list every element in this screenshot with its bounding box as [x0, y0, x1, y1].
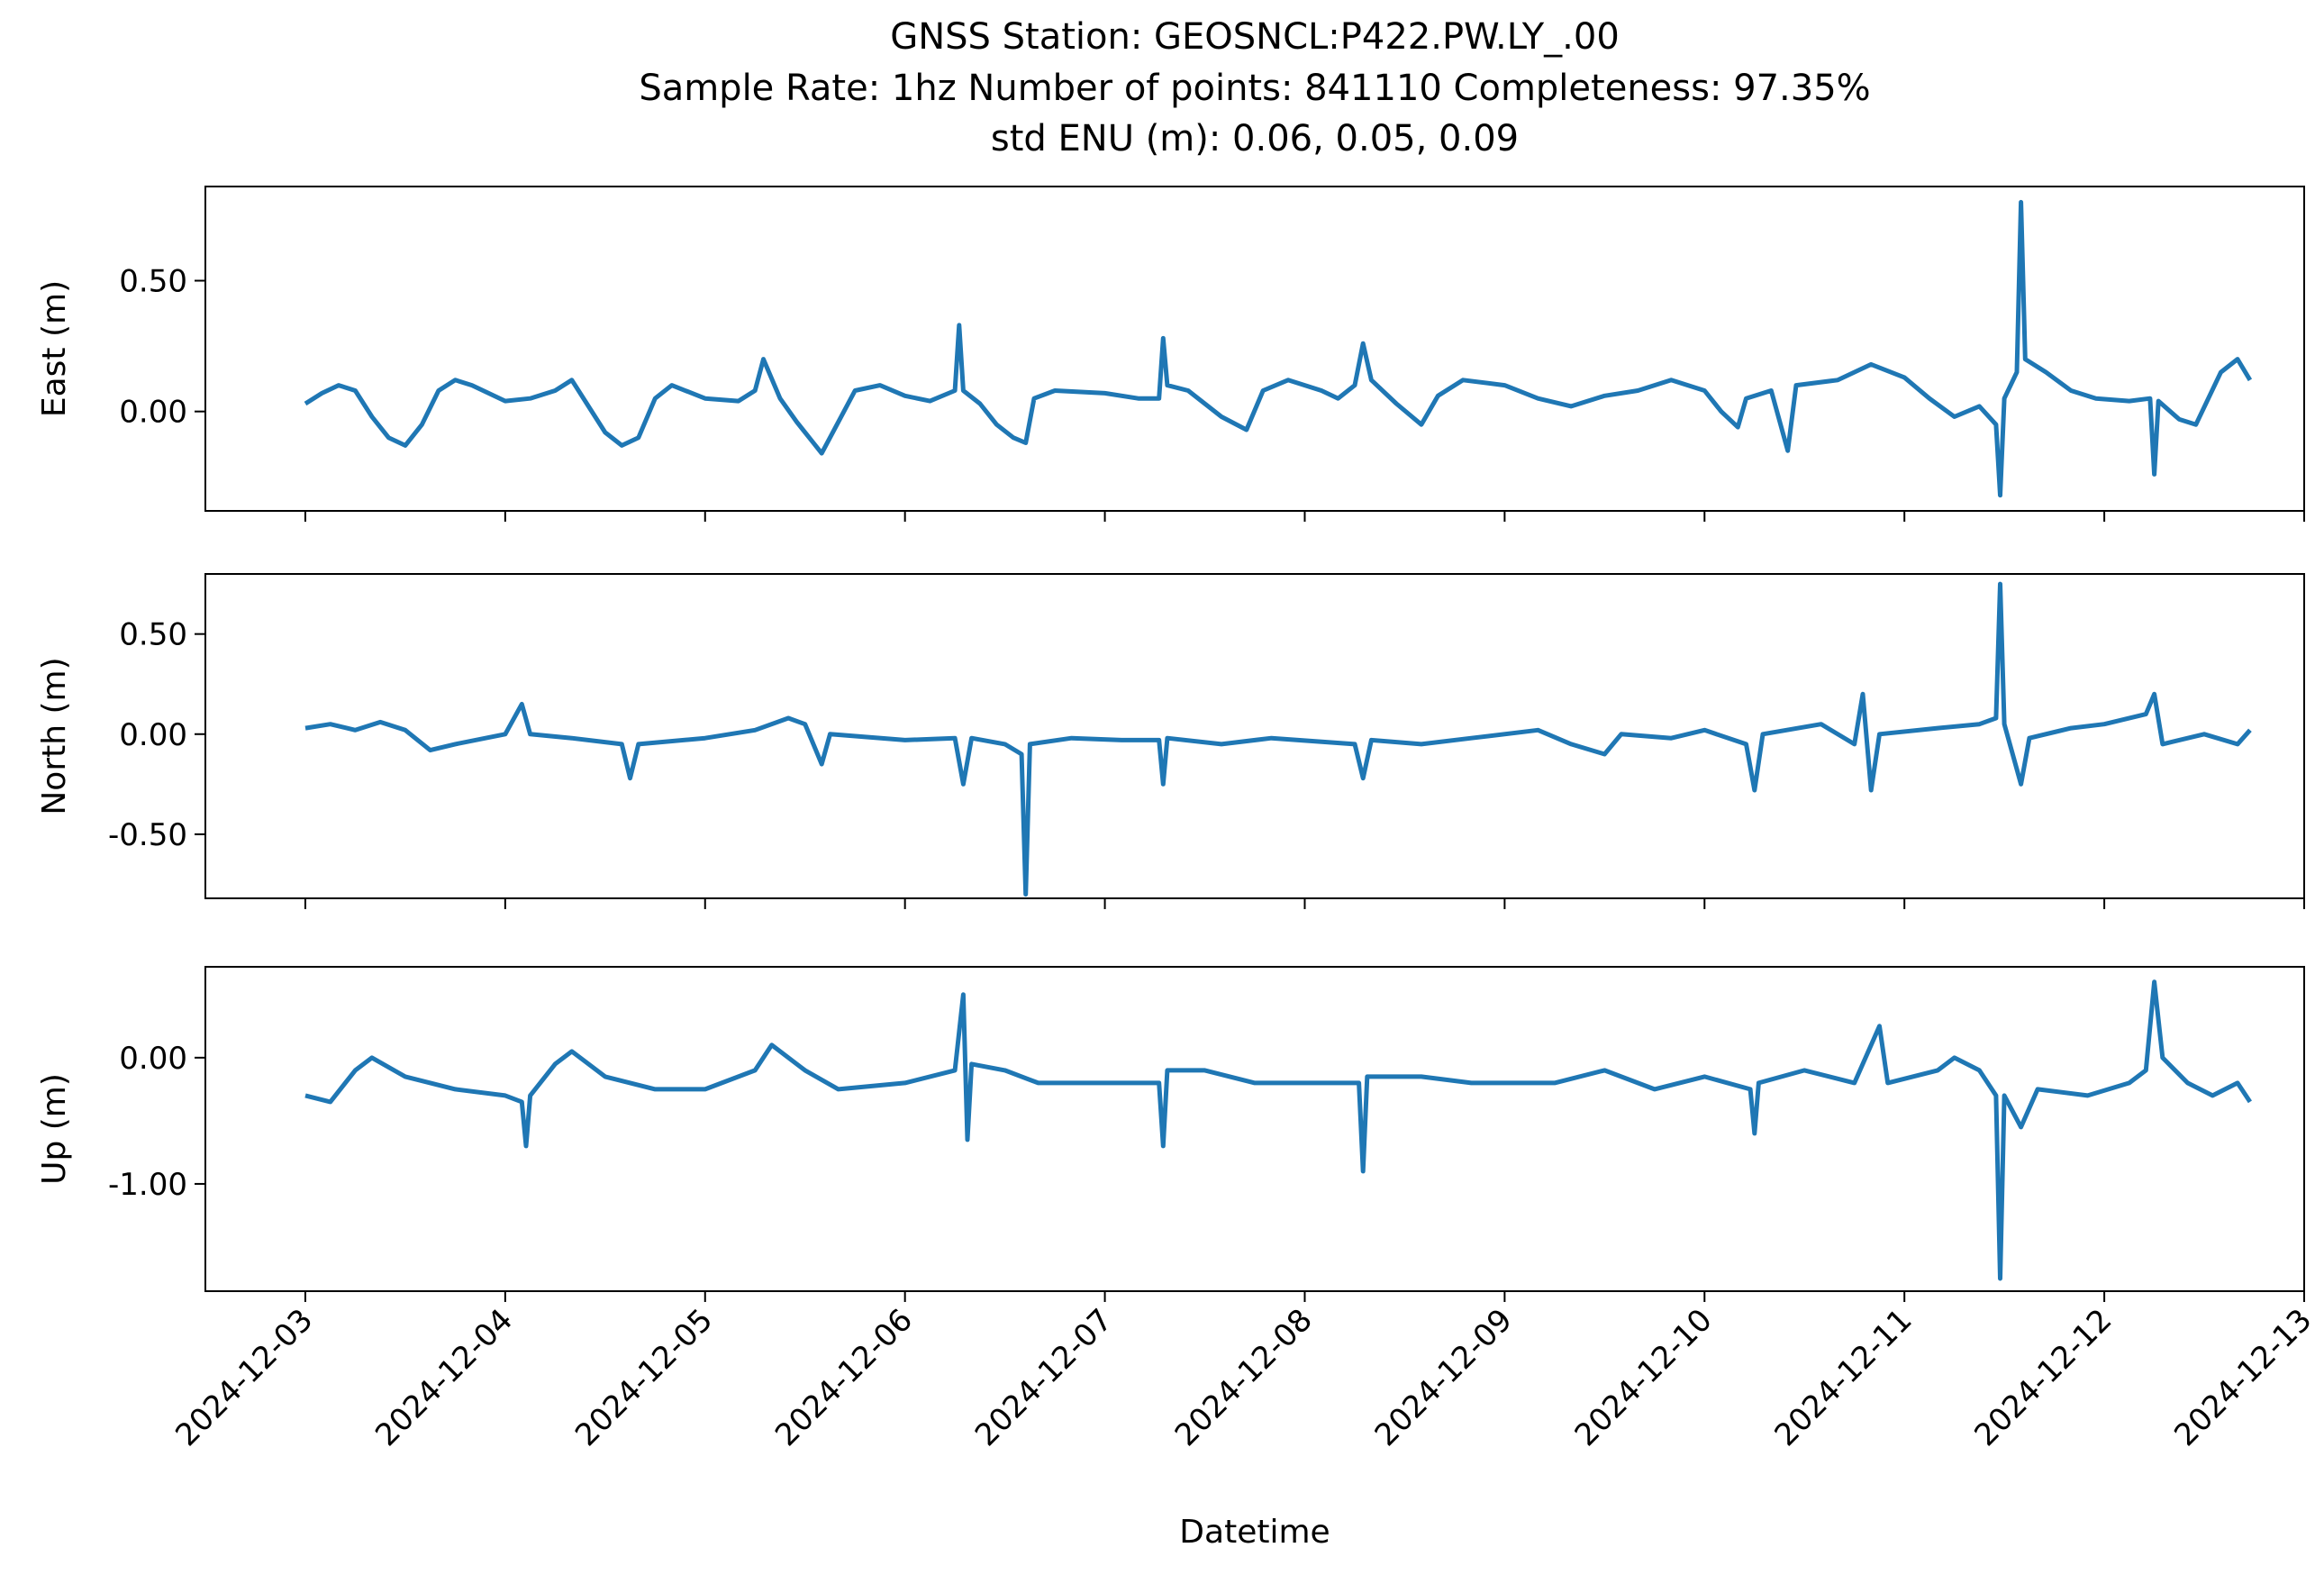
y-tick-label: 0.00 [119, 395, 187, 431]
axes-frame [204, 966, 2305, 1292]
x-tick-label: 2024-12-05 [568, 1302, 720, 1453]
title-line-3: std ENU (m): 0.06, 0.05, 0.09 [991, 118, 1519, 159]
axes-frame [204, 186, 2305, 512]
series-line-0 [304, 199, 2253, 498]
series-line-2 [304, 979, 2252, 1281]
x-tick-label: 2024-12-10 [1568, 1302, 1720, 1453]
y-tick-label: -1.00 [108, 1167, 187, 1203]
x-tick-label: 2024-12-07 [968, 1302, 1120, 1453]
y-axis-label: East (m) [36, 280, 73, 417]
x-tick-label: 2024-12-03 [168, 1302, 320, 1453]
y-tick-label: -0.50 [108, 817, 187, 853]
axes-frame [204, 573, 2305, 899]
series-line-1 [304, 581, 2252, 897]
panel-2: 0.00 -1.00 Up (m) 2024-12-03 2024-12-04 2024-… [36, 966, 2319, 1453]
y-axis-label: Up (m) [36, 1073, 73, 1185]
y-tick-label: 0.50 [119, 617, 187, 653]
title-line-2: Sample Rate: 1hz Number of points: 84111… [639, 68, 1870, 109]
y-axis-label: North (m) [36, 657, 73, 815]
title-line-1: GNSS Station: GEOSNCL:P422.PW.LY_.00 [890, 16, 1620, 58]
x-tick-label: 2024-12-09 [1368, 1302, 1520, 1453]
figure-title: GNSS Station: GEOSNCL:P422.PW.LY_.00 Sam… [639, 16, 1870, 159]
x-tick-label: 2024-12-11 [1768, 1302, 1920, 1453]
x-tick-label: 2024-12-08 [1168, 1302, 1320, 1453]
panel-0: 0.50 0.00 East (m) [36, 186, 2305, 522]
x-tick-label: 2024-12-04 [368, 1302, 520, 1453]
x-tick-label: 2024-12-12 [1967, 1302, 2119, 1453]
x-tick-label: 2024-12-13 [2167, 1302, 2319, 1453]
panel-1: 0.50 0.00 -0.50 North (m) [36, 573, 2305, 909]
y-tick-label: 0.50 [119, 264, 187, 300]
x-axis-label: Datetime [1179, 1514, 1330, 1551]
x-tick-label: 2024-12-06 [768, 1302, 920, 1453]
y-tick-label: 0.00 [119, 1041, 187, 1077]
y-tick-label: 0.00 [119, 717, 187, 753]
